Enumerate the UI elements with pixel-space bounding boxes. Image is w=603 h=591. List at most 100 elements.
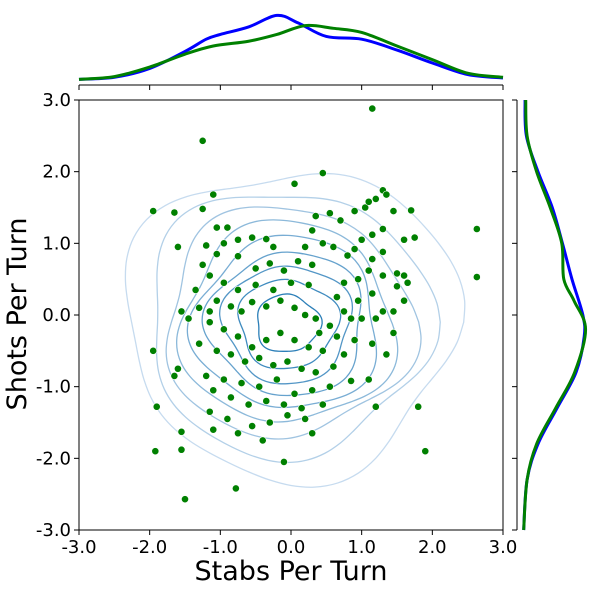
scatter-point (368, 339, 377, 348)
scatter-point (368, 289, 377, 298)
scatter-point (393, 282, 401, 291)
right-density-curve-green (522, 99, 588, 531)
scatter-point (251, 280, 260, 289)
top-density-curve-green (78, 23, 504, 81)
y-tick-label: -1.0 (36, 377, 71, 398)
contour-level (257, 293, 323, 352)
scatter-point (280, 400, 288, 409)
scatter-points (149, 104, 481, 504)
y-axis-ticks: -3.0 -2.0 -1.0 0.0 1.0 2.0 3.0 (36, 90, 79, 541)
scatter-point (227, 393, 235, 402)
scatter-point (290, 336, 299, 344)
scatter-point (382, 350, 391, 359)
scatter-point (219, 325, 228, 334)
y-axis-label: Shots Per Turn (2, 218, 33, 411)
scatter-point (234, 252, 242, 261)
scatter-point (212, 296, 221, 305)
scatter-point (191, 286, 200, 294)
top-marginal-density (78, 13, 504, 90)
scatter-point (170, 372, 179, 380)
scatter-point (149, 207, 158, 215)
scatter-point (389, 307, 398, 316)
scatter-point (301, 311, 310, 319)
scatter-point (198, 260, 207, 269)
scatter-point (333, 293, 341, 301)
scatter-point (248, 422, 257, 430)
scatter-point (258, 436, 267, 445)
scatter-point (364, 197, 373, 206)
scatter-point (472, 225, 481, 233)
y-tick-label: 3.0 (42, 90, 71, 111)
x-tick-label: -1.0 (203, 537, 238, 558)
scatter-point (414, 402, 423, 411)
scatter-point (347, 314, 355, 323)
scatter-point (248, 298, 257, 306)
scatter-point (290, 389, 299, 398)
scatter-point (195, 303, 204, 312)
scatter-point (297, 364, 306, 373)
scatter-point (212, 250, 221, 258)
scatter-point (357, 314, 366, 323)
scatter-point (311, 368, 320, 377)
scatter-point (368, 104, 377, 113)
scatter-point (269, 361, 278, 370)
scatter-point (304, 280, 313, 289)
scatter-point (311, 314, 320, 323)
x-tick-label: 0.0 (277, 537, 306, 558)
scatter-point (333, 332, 341, 341)
scatter-point (151, 447, 160, 456)
scatter-point (272, 375, 281, 384)
scatter-point (234, 235, 242, 244)
x-tick-label: -3.0 (61, 537, 96, 558)
scatter-point (283, 411, 292, 420)
scatter-point (308, 429, 317, 438)
scatter-point (290, 179, 299, 188)
contour-level (165, 206, 422, 440)
scatter-point (174, 364, 182, 373)
scatter-point (177, 307, 186, 316)
scatter-point (234, 286, 242, 294)
scatter-point (205, 271, 214, 280)
scatter-point (297, 404, 306, 413)
scatter-point (202, 372, 211, 380)
scatter-point (152, 402, 161, 411)
scatter-point (308, 226, 317, 235)
scatter-point (212, 346, 221, 355)
scatter-point (301, 243, 310, 251)
scatter-point (290, 303, 299, 312)
scatter-point (350, 336, 359, 344)
scatter-point (294, 257, 302, 266)
y-tick-label: 2.0 (42, 162, 71, 183)
scatter-point (241, 357, 249, 366)
scatter-point (184, 314, 193, 323)
scatter-point (280, 266, 288, 275)
scatter-point (325, 321, 334, 330)
scatter-point (269, 243, 278, 251)
scatter-point (265, 418, 274, 427)
scatter-point (209, 386, 218, 395)
scatter-point (276, 329, 285, 337)
scatter-point (325, 382, 334, 391)
scatter-point (364, 266, 373, 275)
contour-level (237, 278, 342, 370)
scatter-point (195, 339, 204, 348)
scatter-point (198, 136, 207, 145)
scatter-point (311, 212, 320, 220)
scatter-point (212, 223, 221, 232)
contour-level (175, 219, 399, 423)
scatter-point (350, 207, 359, 215)
scatter-point (170, 208, 179, 217)
scatter-point (368, 230, 377, 239)
scatter-point (205, 407, 214, 416)
right-marginal-density (512, 99, 588, 531)
scatter-point (378, 248, 387, 256)
scatter-point (234, 332, 242, 341)
scatter-point (248, 343, 257, 352)
scatter-point (262, 397, 271, 405)
contour-level (124, 172, 466, 488)
kde-contours (124, 172, 466, 488)
scatter-point (472, 273, 481, 281)
scatter-point (255, 354, 264, 362)
y-tick-label: -3.0 (36, 520, 71, 541)
scatter-point (354, 275, 363, 284)
